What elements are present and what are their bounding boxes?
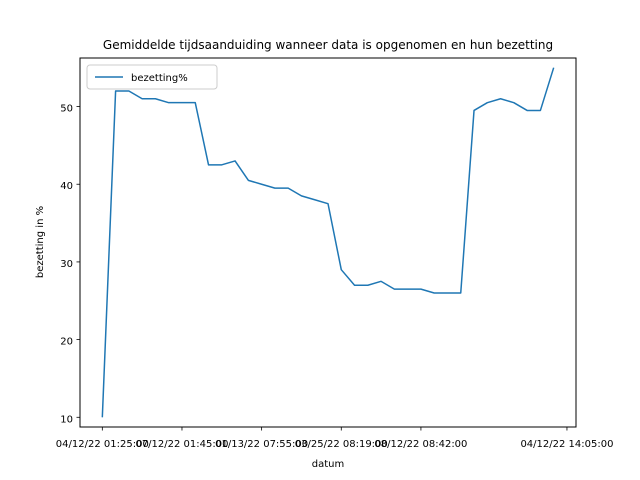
y-tick-label: 30 [60, 259, 73, 270]
plot-frame [79, 57, 577, 428]
x-tick-label: 01/13/22 07:55:00 [215, 439, 308, 450]
legend: bezetting% [86, 64, 218, 90]
chart-title: Gemiddelde tijdsaanduiding wanneer data … [103, 38, 553, 52]
y-tick-label: 50 [60, 104, 73, 115]
y-tick-label: 10 [60, 414, 73, 425]
x-tick-label: 03/25/22 08:19:00 [295, 439, 388, 450]
x-tick-label: 08/12/22 08:42:00 [374, 439, 467, 450]
y-axis-ticks: 10 20 30 40 50 [60, 104, 80, 425]
legend-entry-label: bezetting% [131, 73, 188, 84]
x-tick-label: 04/12/22 14:05:00 [520, 439, 613, 450]
x-tick-label: 04/12/22 01:25:00 [56, 439, 149, 450]
y-axis-label: bezetting in % [35, 206, 46, 278]
series-line-bezetting [101, 67, 555, 418]
legend-box [86, 64, 218, 90]
plot-area [101, 67, 555, 418]
y-tick-label: 40 [60, 181, 73, 192]
y-tick-label: 20 [60, 337, 73, 348]
x-tick-label: 07/12/22 01:45:00 [135, 439, 228, 450]
x-axis-label: datum [312, 459, 344, 470]
